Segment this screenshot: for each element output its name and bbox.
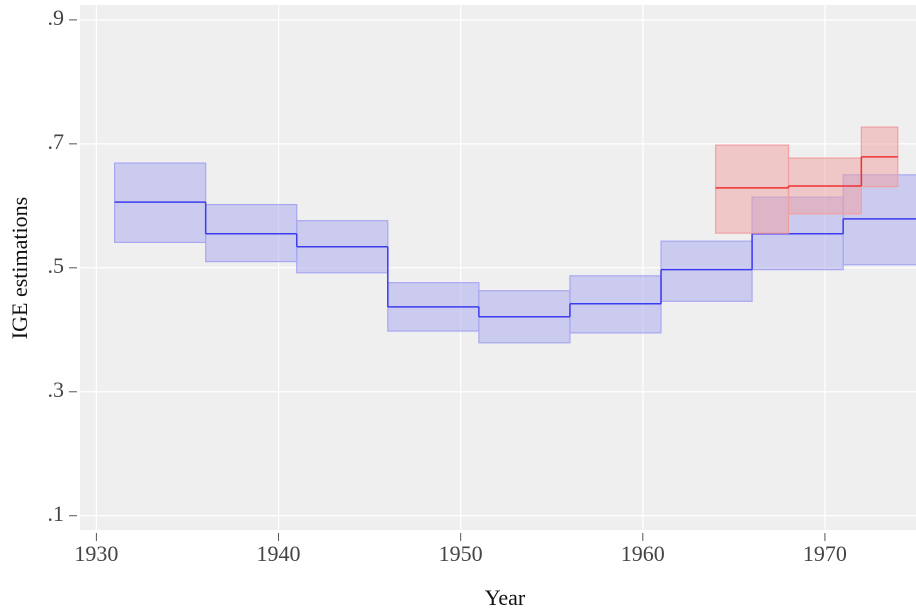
x-tick-label: 1950 xyxy=(439,541,483,566)
y-tick-label: .9 xyxy=(48,5,65,30)
x-tick-label: 1970 xyxy=(803,541,847,566)
y-tick-label: .1 xyxy=(48,501,65,526)
x-tick-label: 1930 xyxy=(74,541,118,566)
confidence-band xyxy=(715,144,790,234)
y-tick-label: .5 xyxy=(48,253,65,278)
x-axis-title: Year xyxy=(485,585,526,610)
axes: .1 .3 .5 .7 .9 1930 1940 1950 1960 1970 xyxy=(48,5,847,566)
y-axis-title: IGE estimations xyxy=(7,197,32,339)
confidence-band xyxy=(660,240,753,302)
x-tick-label: 1960 xyxy=(621,541,665,566)
plot-area xyxy=(114,126,916,344)
y-tick-label: .3 xyxy=(48,377,65,402)
y-tick-label: .7 xyxy=(48,129,65,154)
x-tick-label: 1940 xyxy=(257,541,301,566)
